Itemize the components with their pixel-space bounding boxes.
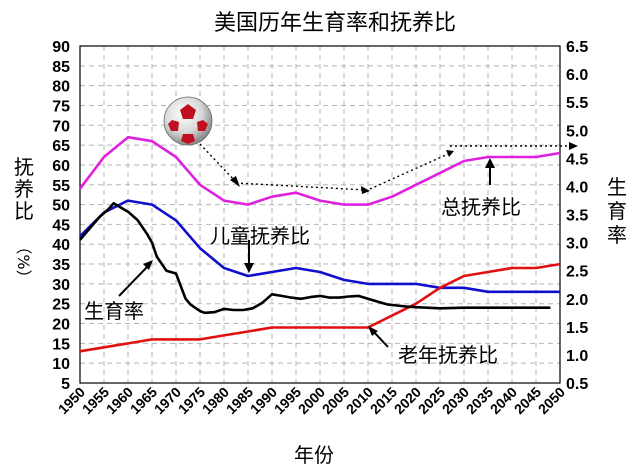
left-tick-label: 75 — [52, 98, 70, 115]
left-axis-label-char: 比 — [14, 199, 34, 223]
right-axis-label: 生育率 — [607, 175, 627, 247]
right-tick-label: 2.5 — [566, 264, 588, 281]
right-axis-label-char: 育 — [607, 199, 627, 223]
soccer-ball-icon — [163, 96, 213, 146]
left-tick-label: 50 — [52, 198, 70, 215]
right-axis-ticks: 0.5 1.0 1.5 2.0 2.5 3.0 3.5 4.0 4.5 5.0 5.5 6.0 6.5 — [566, 39, 588, 393]
right-tick-label: 4.0 — [566, 179, 588, 196]
series-lines — [78, 135, 561, 353]
right-tick-label: 6.5 — [566, 39, 588, 56]
left-axis-label-char: 抚 — [14, 155, 34, 179]
x-tick-label: 2050 — [535, 384, 568, 417]
left-tick-label: 90 — [52, 39, 70, 56]
left-tick-label: 70 — [52, 118, 70, 135]
annotation-arrows — [118, 143, 574, 348]
right-axis-label-char: 率 — [607, 223, 627, 247]
right-tick-label: 2.0 — [566, 292, 588, 309]
plot-frame — [79, 45, 561, 384]
right-axis-label-char: 生 — [607, 175, 627, 199]
left-axis-ticks: 5 10 15 20 25 30 35 40 45 50 55 60 65 70 75 80 85 90 — [52, 39, 70, 393]
left-tick-label: 55 — [52, 178, 70, 195]
series-line — [79, 202, 551, 315]
left-tick-label: 65 — [52, 138, 70, 155]
right-tick-label: 1.5 — [566, 320, 588, 337]
right-tick-label: 1.0 — [566, 348, 588, 365]
left-tick-label: 40 — [52, 237, 70, 254]
left-tick-label: 15 — [52, 336, 70, 353]
series-line — [79, 199, 560, 294]
right-tick-label: 5.0 — [566, 123, 588, 140]
left-tick-label: 30 — [52, 277, 70, 294]
left-axis-label-char: （%） — [14, 238, 33, 285]
left-axis-label-char: 养 — [14, 177, 34, 201]
right-tick-label: 0.5 — [566, 376, 588, 393]
child-ratio-label: 儿童抚养比 — [210, 224, 310, 248]
right-tick-label: 3.0 — [566, 236, 588, 253]
fertility-label: 生育率 — [84, 299, 144, 323]
left-tick-label: 20 — [52, 317, 70, 334]
chart-title: 美国历年生育率和抚养比 — [214, 11, 456, 36]
left-tick-label: 85 — [52, 59, 70, 76]
right-tick-label: 5.5 — [566, 95, 588, 112]
right-tick-label: 4.5 — [566, 151, 588, 168]
left-tick-label: 10 — [52, 356, 70, 373]
series-line — [79, 262, 561, 353]
left-tick-label: 5 — [61, 376, 70, 393]
left-tick-label: 80 — [52, 79, 70, 96]
total-ratio-label: 总抚养比 — [441, 195, 521, 219]
elderly-ratio-label: 老年抚养比 — [398, 343, 498, 367]
left-tick-label: 25 — [52, 297, 70, 314]
left-tick-label: 60 — [52, 158, 70, 175]
x-axis-label: 年份 — [294, 443, 334, 467]
series-line — [78, 135, 561, 206]
left-axis-label: 抚养比 （%） — [14, 155, 34, 286]
right-tick-label: 3.5 — [566, 208, 588, 225]
x-axis-ticks: 1950195519601965197019751980198519901995… — [55, 384, 568, 417]
left-tick-label: 45 — [52, 217, 70, 234]
arrow-heads — [143, 142, 578, 336]
left-tick-label: 35 — [52, 257, 70, 274]
right-tick-label: 6.0 — [566, 67, 588, 84]
